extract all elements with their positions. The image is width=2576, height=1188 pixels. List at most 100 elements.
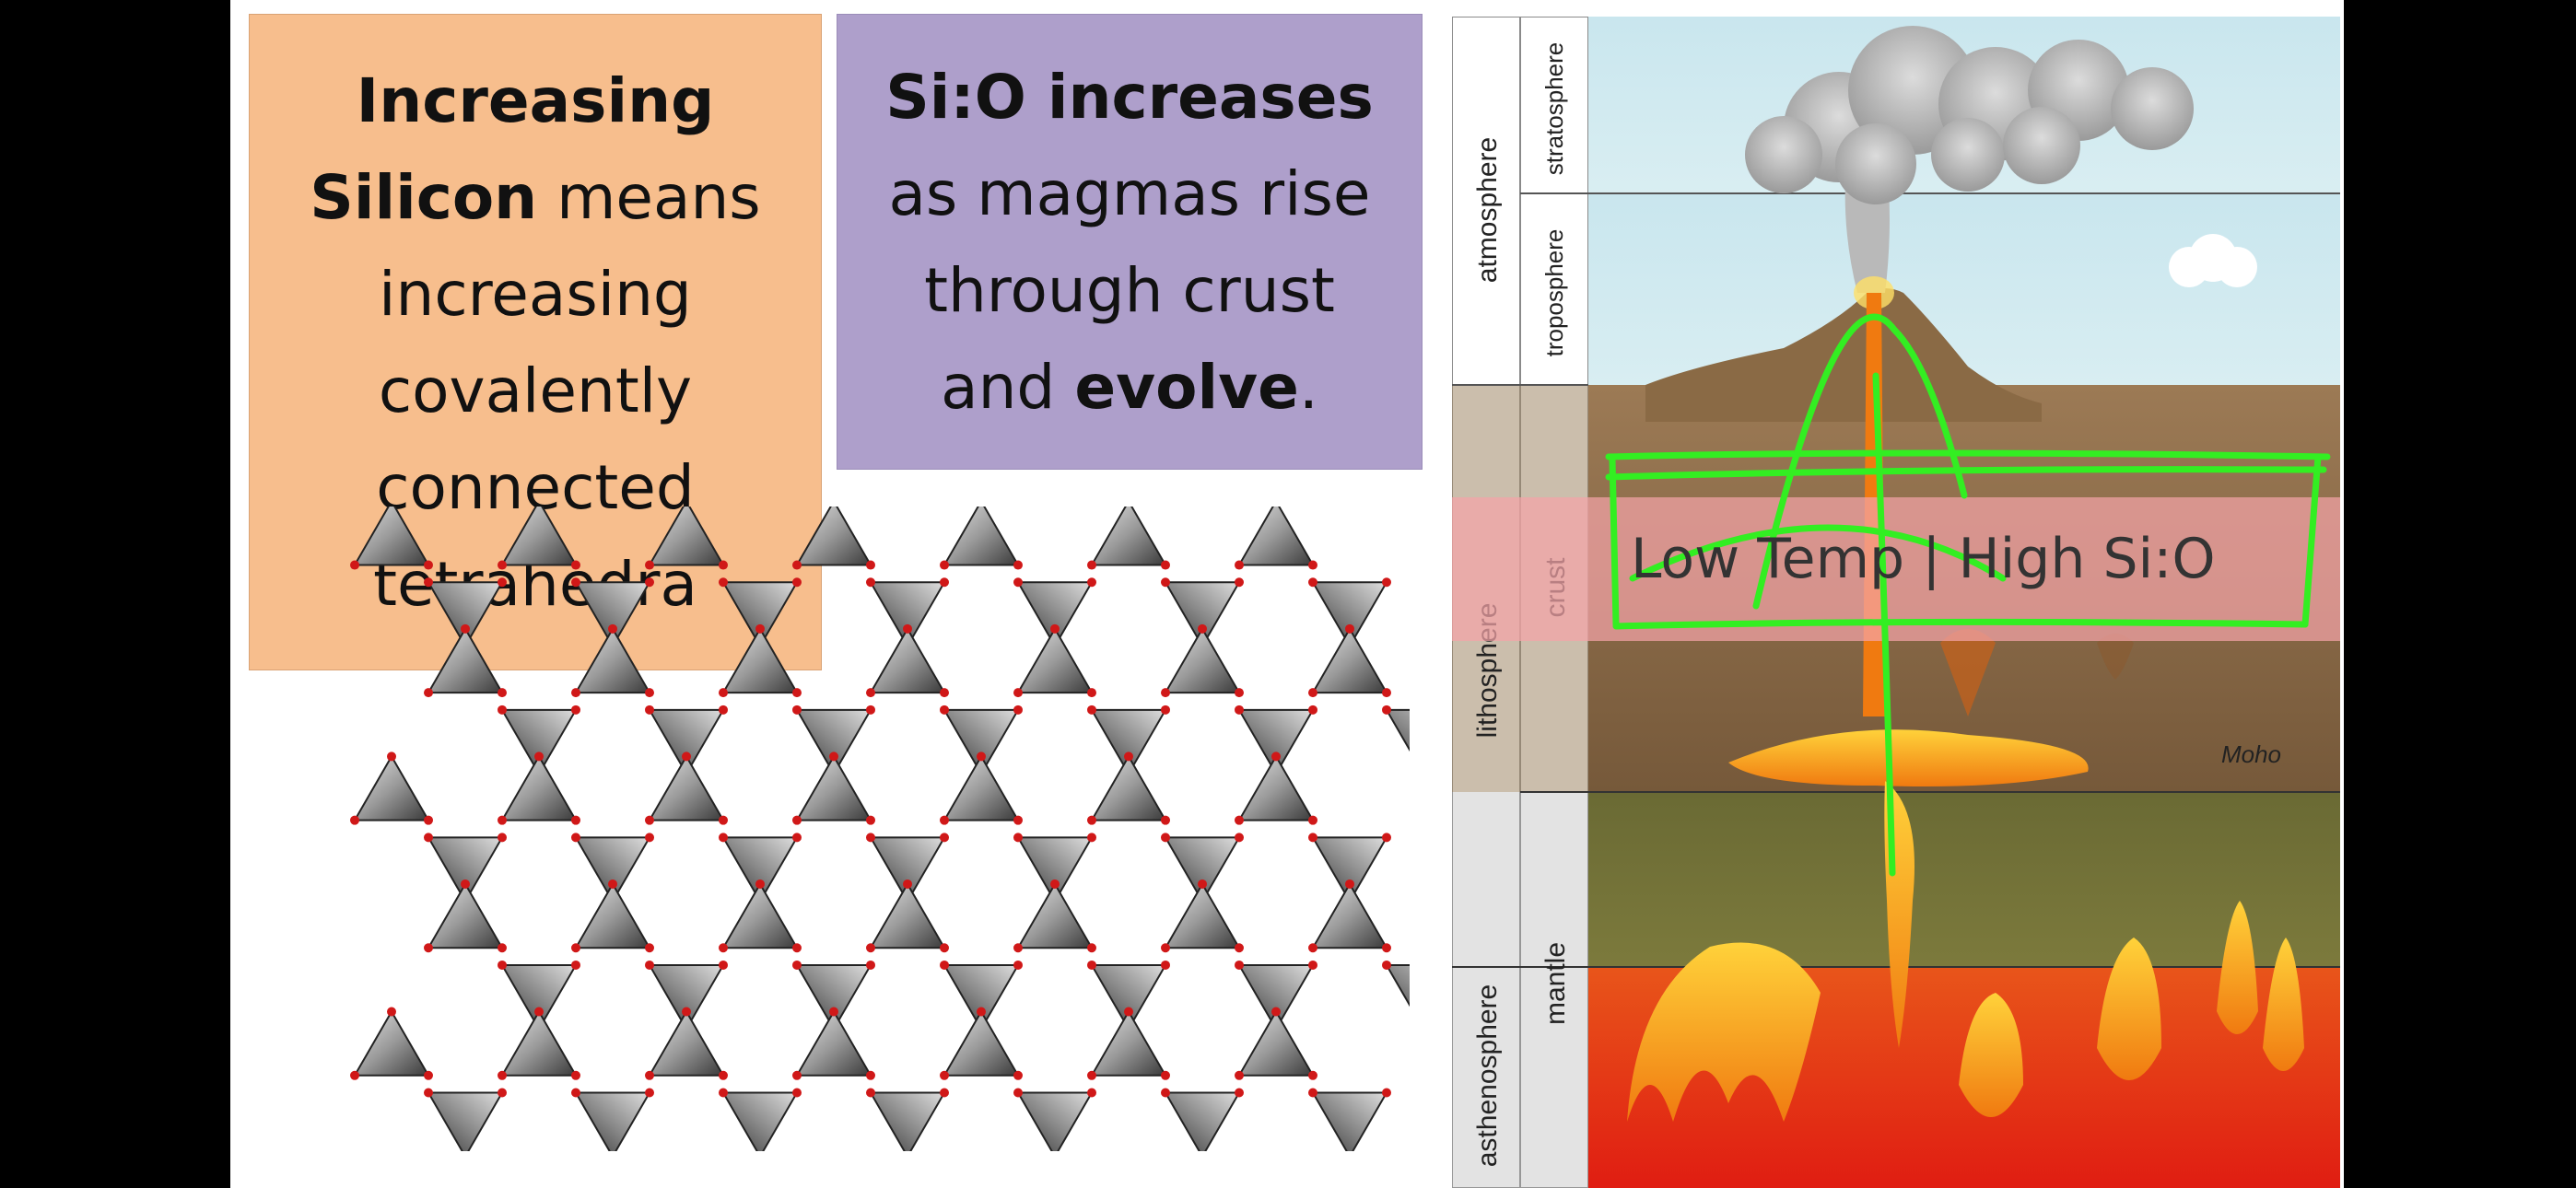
tetrahedron [1016, 626, 1094, 694]
oxygen-atom [1087, 705, 1096, 715]
oxygen-atom [608, 623, 617, 634]
oxygen-atom [1161, 560, 1170, 570]
oxygen-atom [534, 1007, 544, 1017]
tetrahedron [574, 881, 651, 949]
oxygen-atom [1161, 815, 1170, 825]
oxygen-atom [1013, 688, 1023, 698]
oxygen-atom [940, 688, 949, 698]
oxygen-atom [424, 560, 433, 570]
oxygen-atom [1161, 833, 1170, 843]
oxygen-atom [1087, 815, 1096, 825]
oxygen-atom [1013, 1088, 1023, 1098]
oxygen-atom [1087, 943, 1096, 953]
silicate-sheet-diagram [350, 507, 1410, 1151]
oxygen-atom [977, 1007, 986, 1017]
oxygen-atom [571, 1070, 580, 1080]
oxygen-atom [1308, 577, 1317, 588]
oxygen-atom [645, 1070, 654, 1080]
sio-line-4-post: . [1298, 351, 1318, 423]
tetrahedron [574, 626, 651, 694]
mantle-lithosphere-layer [1588, 792, 2340, 967]
oxygen-atom [1308, 688, 1317, 698]
tetrahedron [1311, 836, 1388, 903]
oxygen-atom [571, 943, 580, 953]
oxygen-atom [645, 560, 654, 570]
oxygen-atom [424, 577, 433, 588]
oxygen-atom [940, 560, 949, 570]
oxygen-atom [719, 1070, 728, 1080]
oxygen-atom [1013, 560, 1023, 570]
tetrahedron [869, 581, 946, 648]
oxygen-atom [755, 623, 765, 634]
oxygen-atom [498, 833, 507, 843]
oxygen-atom [350, 1070, 359, 1080]
oxygen-atom [866, 943, 875, 953]
tetrahedron [1237, 708, 1315, 776]
oxygen-atom [645, 815, 654, 825]
oxygen-atom [498, 577, 507, 588]
sio-line-4-bold: evolve [1074, 351, 1299, 423]
oxygen-atom [940, 943, 949, 953]
oxygen-atom [792, 833, 802, 843]
oxygen-atom [1235, 577, 1244, 588]
oxygen-atom [1382, 833, 1391, 843]
oxygen-atom [424, 1070, 433, 1080]
oxygen-atom [1235, 705, 1244, 715]
oxygen-atom [977, 751, 986, 762]
oxygen-atom [1161, 1088, 1170, 1098]
overlay-band [1452, 497, 2340, 641]
oxygen-atom [719, 815, 728, 825]
tetrahedron [353, 1009, 430, 1077]
moho-label: Moho [2221, 740, 2281, 768]
oxygen-atom [792, 943, 802, 953]
oxygen-atom [645, 705, 654, 715]
oxygen-atom [1235, 1088, 1244, 1098]
silicon-line-4: covalently [378, 355, 693, 426]
overlay-label: Low Temp | High Si:O [1631, 527, 2216, 591]
tetrahedron [795, 754, 872, 821]
oxygen-atom [608, 879, 617, 889]
green-annotations [1605, 313, 2331, 877]
oxygen-atom [1198, 623, 1207, 634]
tetrahedron [1090, 708, 1167, 776]
earth-cross-section-diagram: Moho atmosphere lithosphere asthenospher… [1452, 17, 2340, 1188]
oxygen-atom [866, 577, 875, 588]
oxygen-atom [424, 833, 433, 843]
oxygen-atom [1345, 879, 1354, 889]
silicon-line-2-rest: means [537, 161, 761, 233]
oxygen-atom [829, 751, 838, 762]
oxygen-atom [719, 560, 728, 570]
oxygen-atom [645, 577, 654, 588]
oxygen-atom [940, 833, 949, 843]
oxygen-atom [1161, 943, 1170, 953]
oxygen-atom [350, 560, 359, 570]
tetrahedron [1311, 881, 1388, 949]
tetrahedron [1090, 1009, 1167, 1077]
oxygen-atom [1087, 1070, 1096, 1080]
oxygen-atom [498, 705, 507, 715]
oxygen-atom [424, 943, 433, 953]
oxygen-atom [461, 623, 470, 634]
ash-cloud [1745, 26, 2194, 204]
tetrahedron [1385, 708, 1410, 752]
oxygen-atom [866, 1070, 875, 1080]
oxygen-atom [571, 960, 580, 970]
oxygen-atom [1087, 560, 1096, 570]
sio-line-1: Si:O increases [885, 61, 1374, 133]
oxygen-atom [1013, 960, 1023, 970]
oxygen-atom [645, 943, 654, 953]
oxygen-atom [571, 577, 580, 588]
oxygen-atom [1235, 1070, 1244, 1080]
oxygen-atom [903, 879, 912, 889]
oxygen-atom [792, 688, 802, 698]
oxygen-atom [571, 833, 580, 843]
oxygen-atom [1161, 688, 1170, 698]
silicon-line-1: Increasing [356, 64, 715, 136]
slide: Increasing Silicon means increasing cova… [230, 0, 2344, 1188]
tetrahedron [427, 881, 504, 949]
oxygen-atom [1382, 943, 1391, 953]
oxygen-atom [645, 833, 654, 843]
tetrahedron [1164, 881, 1241, 949]
tetrahedron [648, 1009, 725, 1077]
tetrahedron [500, 754, 578, 821]
